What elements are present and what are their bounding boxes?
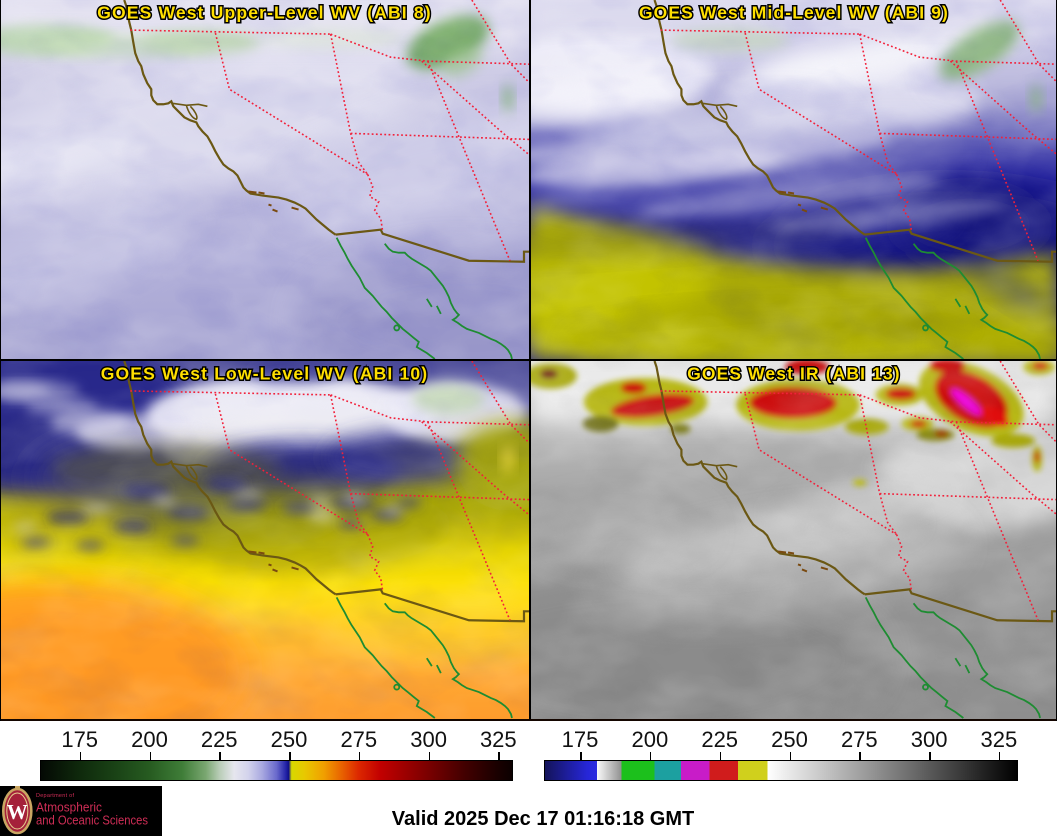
svg-text:Department of: Department of	[36, 793, 74, 799]
svg-text:GOES West IR (ABI 13): GOES West IR (ABI 13)	[687, 363, 901, 383]
svg-text:Atmospheric: Atmospheric	[36, 801, 102, 815]
svg-text:GOES West Low-Level WV (ABI 10: GOES West Low-Level WV (ABI 10)	[101, 363, 429, 383]
svg-text:GOES West Mid-Level WV (ABI 9): GOES West Mid-Level WV (ABI 9)	[639, 2, 949, 22]
svg-text:and Oceanic Sciences: and Oceanic Sciences	[36, 814, 148, 828]
svg-text:GOES West Upper-Level WV (ABI: GOES West Upper-Level WV (ABI 8)	[97, 3, 432, 23]
svg-text:W: W	[7, 800, 28, 824]
